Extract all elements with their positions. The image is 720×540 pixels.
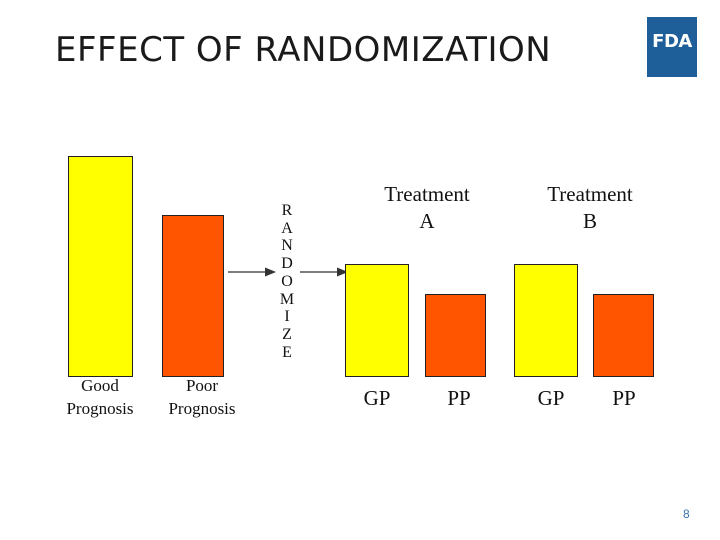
treatment-a-pp-bar <box>425 294 486 377</box>
randomize-letter: D <box>281 255 293 273</box>
poor-prognosis-bar <box>162 215 224 377</box>
treatment-a-pp-label: PP <box>447 386 471 410</box>
randomize-letter: E <box>282 343 292 361</box>
randomize-text: R A N D O M I Z E <box>272 202 302 361</box>
treatment-a-title-line2: A <box>419 209 435 233</box>
fda-logo: FDA <box>647 17 697 77</box>
treatment-b-gp-bar <box>514 264 578 377</box>
arrow-in-icon <box>228 267 276 277</box>
treatment-b-title-line2: B <box>582 209 597 233</box>
treatment-a-title: Treatment A <box>357 181 497 235</box>
poor-prognosis-label-line1: Poor <box>185 376 219 395</box>
treatment-b-title: Treatment B <box>520 181 660 235</box>
poor-prognosis-label-line2: Prognosis <box>168 399 236 418</box>
good-prognosis-label-line1: Good <box>81 376 119 395</box>
randomize-letter: M <box>279 290 295 308</box>
randomize-letter: I <box>284 308 290 326</box>
treatment-b-pp-bar <box>593 294 654 377</box>
randomize-letter: N <box>281 237 293 255</box>
randomize-letter: O <box>281 272 293 290</box>
treatment-b-title-line1: Treatment <box>547 182 633 206</box>
good-prognosis-label: Good Prognosis <box>50 374 150 420</box>
poor-prognosis-label: Poor Prognosis <box>152 374 252 420</box>
treatment-a-gp-bar <box>345 264 409 377</box>
good-prognosis-bar <box>68 156 133 377</box>
fda-logo-text: FDA <box>652 31 692 52</box>
arrow-out-icon <box>300 267 348 277</box>
page-number: 8 <box>683 507 690 521</box>
randomize-letter: A <box>281 219 293 237</box>
randomize-letter: Z <box>282 325 292 343</box>
treatment-a-title-line1: Treatment <box>384 182 470 206</box>
randomize-letter: R <box>281 202 293 219</box>
treatment-a-gp-label: GP <box>363 386 391 410</box>
treatment-b-pp-label: PP <box>612 386 636 410</box>
slide-title: EFFECT OF RANDOMIZATION <box>55 30 552 70</box>
good-prognosis-label-line2: Prognosis <box>66 399 134 418</box>
treatment-b-gp-label: GP <box>537 386 565 410</box>
